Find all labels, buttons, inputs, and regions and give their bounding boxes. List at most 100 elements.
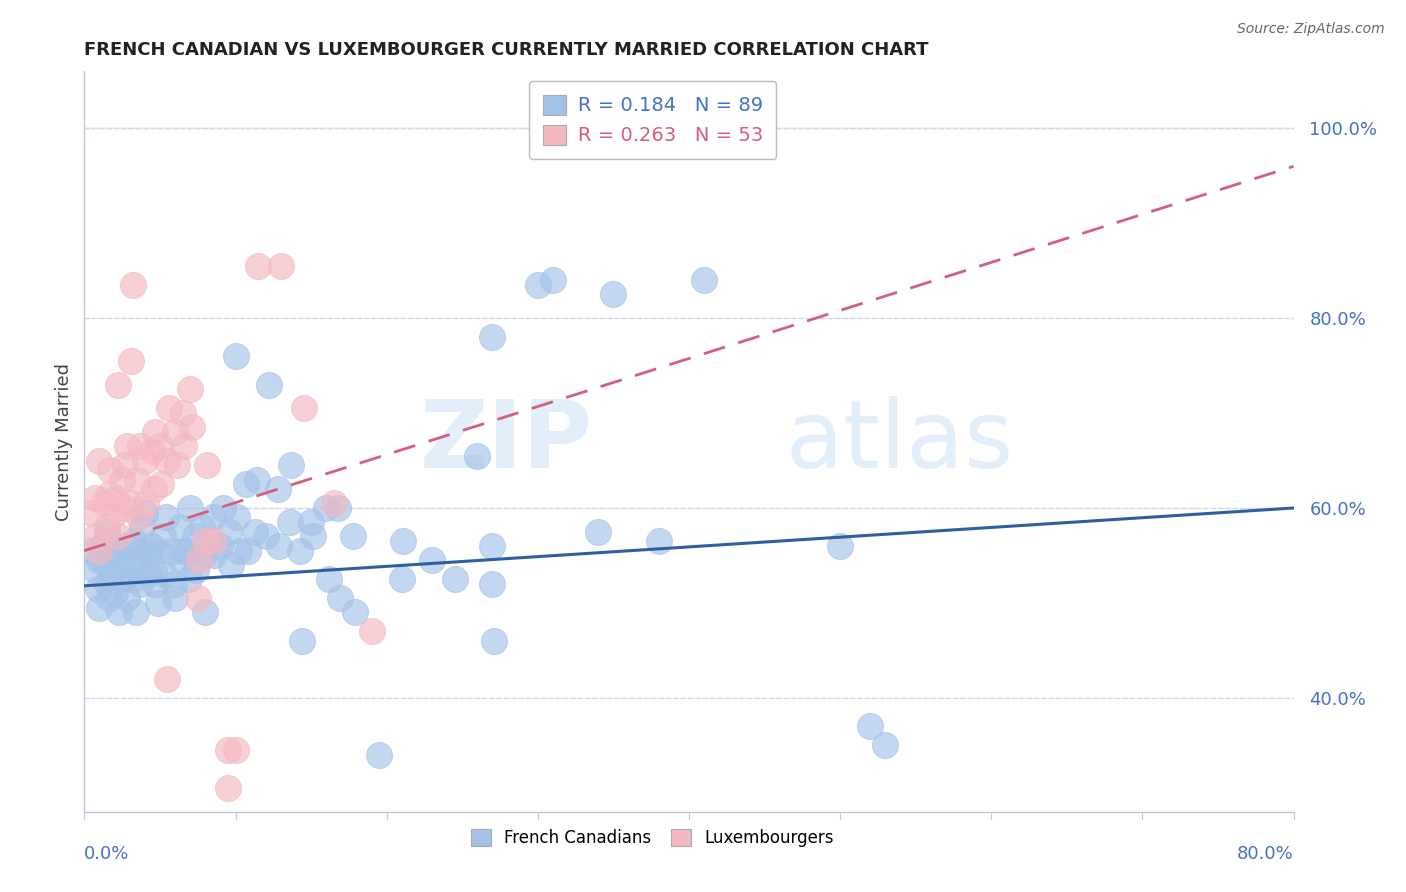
Point xyxy=(217,780,239,795)
Point xyxy=(150,477,173,491)
Point xyxy=(125,606,148,620)
Point xyxy=(360,624,382,639)
Point xyxy=(96,524,118,539)
Point xyxy=(225,349,247,363)
Point xyxy=(588,524,610,539)
Point xyxy=(179,500,201,515)
Point xyxy=(187,591,209,606)
Point xyxy=(104,549,127,563)
Point xyxy=(875,739,897,753)
Text: atlas: atlas xyxy=(786,395,1014,488)
Point xyxy=(180,420,202,434)
Point xyxy=(243,524,266,539)
Point xyxy=(127,473,149,487)
Point xyxy=(201,534,224,549)
Point xyxy=(115,591,138,606)
Point xyxy=(89,600,111,615)
Point xyxy=(80,506,103,520)
Point xyxy=(89,553,111,567)
Point xyxy=(193,549,215,563)
Point xyxy=(195,458,218,473)
Point xyxy=(299,515,322,529)
Point xyxy=(100,567,122,582)
Point xyxy=(481,330,503,344)
Point xyxy=(170,553,193,567)
Point xyxy=(91,539,114,553)
Point xyxy=(172,406,194,420)
Point xyxy=(172,543,194,558)
Point xyxy=(107,543,129,558)
Point xyxy=(201,510,224,524)
Point xyxy=(693,273,716,287)
Point xyxy=(209,539,232,553)
Point xyxy=(322,496,344,510)
Point xyxy=(527,277,550,292)
Point xyxy=(176,543,198,558)
Point xyxy=(481,577,503,591)
Point xyxy=(134,506,156,520)
Point xyxy=(122,534,145,549)
Point xyxy=(291,633,314,648)
Point xyxy=(155,510,177,524)
Point xyxy=(118,496,141,510)
Point xyxy=(89,453,111,467)
Point xyxy=(183,529,205,543)
Point xyxy=(467,449,489,463)
Y-axis label: Currently Married: Currently Married xyxy=(55,362,73,521)
Point xyxy=(235,477,257,491)
Text: 0.0%: 0.0% xyxy=(84,845,129,863)
Point xyxy=(112,500,135,515)
Point xyxy=(136,567,159,582)
Point xyxy=(118,553,141,567)
Point xyxy=(247,259,270,273)
Point xyxy=(194,606,217,620)
Point xyxy=(138,549,160,563)
Point xyxy=(830,539,852,553)
Point xyxy=(269,539,291,553)
Point xyxy=(104,586,127,600)
Point xyxy=(368,747,391,762)
Point xyxy=(202,549,225,563)
Point xyxy=(146,543,169,558)
Point xyxy=(134,453,156,467)
Point xyxy=(859,719,882,733)
Point xyxy=(246,473,269,487)
Point xyxy=(84,491,107,506)
Point xyxy=(218,524,240,539)
Point xyxy=(165,425,187,439)
Point xyxy=(318,572,340,586)
Point xyxy=(257,377,280,392)
Point xyxy=(87,582,110,596)
Point xyxy=(481,539,503,553)
Point xyxy=(112,572,135,586)
Legend: French Canadians, Luxembourgers: French Canadians, Luxembourgers xyxy=(463,821,842,855)
Point xyxy=(290,543,312,558)
Point xyxy=(93,496,115,510)
Point xyxy=(80,543,103,558)
Point xyxy=(114,539,136,553)
Point xyxy=(131,543,153,558)
Point xyxy=(228,543,250,558)
Point xyxy=(602,287,624,301)
Point xyxy=(145,425,167,439)
Point xyxy=(166,458,188,473)
Point xyxy=(219,558,242,572)
Point xyxy=(120,354,142,368)
Point xyxy=(292,401,315,416)
Point xyxy=(129,439,152,453)
Point xyxy=(129,577,152,591)
Text: FRENCH CANADIAN VS LUXEMBOURGER CURRENTLY MARRIED CORRELATION CHART: FRENCH CANADIAN VS LUXEMBOURGER CURRENTL… xyxy=(84,41,929,59)
Point xyxy=(392,534,415,549)
Point xyxy=(226,510,249,524)
Point xyxy=(107,377,129,392)
Point xyxy=(128,510,150,524)
Point xyxy=(186,563,208,577)
Point xyxy=(105,491,128,506)
Point xyxy=(114,458,136,473)
Text: Source: ZipAtlas.com: Source: ZipAtlas.com xyxy=(1237,22,1385,37)
Point xyxy=(86,529,108,543)
Point xyxy=(162,577,184,591)
Point xyxy=(328,500,350,515)
Point xyxy=(141,444,163,458)
Point xyxy=(111,558,134,572)
